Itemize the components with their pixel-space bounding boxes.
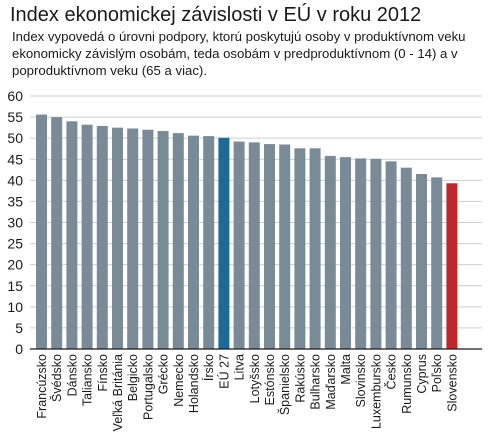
- x-tick-label: Belgicko: [126, 354, 140, 401]
- bar: [157, 131, 169, 349]
- y-tick-label: 35: [7, 193, 23, 209]
- y-tick-label: 10: [7, 299, 23, 315]
- x-tick-label: Francúzsko: [35, 354, 49, 419]
- y-tick-label: 60: [7, 88, 23, 104]
- bar: [370, 158, 382, 349]
- bars: [36, 114, 458, 350]
- bar: [294, 148, 306, 349]
- bar: [324, 155, 336, 349]
- bar: [96, 125, 108, 349]
- y-tick-label: 40: [7, 172, 23, 188]
- y-tick-label: 30: [7, 215, 23, 231]
- bar: [218, 137, 230, 349]
- bar: [309, 148, 321, 349]
- x-tick-label: Česko: [384, 354, 399, 389]
- bar: [172, 133, 184, 349]
- x-tick-label: Španielsko: [277, 354, 292, 415]
- x-tick-label: Švédsko: [49, 354, 64, 402]
- x-tick-label: Fínsko: [96, 354, 110, 392]
- x-tick-label: Veľká Británia: [111, 354, 125, 431]
- bar: [188, 135, 199, 349]
- x-tick-label: Rakúsko: [293, 354, 307, 403]
- bar: [36, 114, 47, 349]
- bar: [112, 127, 123, 350]
- x-tick-label: Lotyšsko: [248, 354, 262, 403]
- x-tick-label: Slovensko: [445, 354, 459, 412]
- x-tick-label: Cyprus: [415, 354, 429, 394]
- y-tick-label: 50: [7, 130, 23, 146]
- bar: [340, 157, 351, 349]
- bar: [400, 167, 412, 349]
- x-tick-label: Poľsko: [430, 354, 444, 392]
- bar: [142, 129, 154, 349]
- chart-title: Index ekonomickej závislosti v EÚ v roku…: [10, 4, 422, 26]
- x-tick-label: Maďarsko: [324, 354, 338, 410]
- bar: [81, 124, 93, 349]
- x-tick-label: Luxembursko: [369, 354, 383, 429]
- bar: [416, 174, 427, 349]
- x-tick-label: Írsko: [201, 354, 216, 381]
- y-tick-label: 5: [15, 320, 23, 336]
- x-tick-label: Bulharsko: [309, 354, 323, 410]
- x-tick-label: Litva: [233, 354, 247, 380]
- bar: [264, 144, 275, 349]
- bar: [385, 161, 397, 349]
- x-tick-label: Malta: [339, 354, 353, 385]
- chart-subtitle: Index vypovedá o úrovni podpory, ktorú p…: [12, 29, 466, 78]
- bar: [66, 121, 78, 349]
- bar: [431, 177, 443, 349]
- x-tick-label: Slovinsko: [354, 354, 368, 408]
- y-tick-label: 55: [7, 109, 23, 125]
- x-tick-label: Rumunsko: [400, 354, 414, 414]
- x-axis-labels: Francúzsko Švédsko Dánsko Taliansko Fínsko Ve…: [35, 354, 459, 431]
- bar: [248, 142, 260, 349]
- x-tick-label: EÚ 27: [216, 354, 231, 389]
- y-tick-label: 20: [7, 257, 23, 273]
- bar: [233, 141, 245, 349]
- x-tick-label: Portugalsko: [141, 354, 155, 420]
- x-tick-label: Holandsko: [187, 354, 201, 413]
- y-tick-label: 0: [15, 341, 23, 357]
- y-tick-label: 15: [7, 278, 23, 294]
- bar: [51, 117, 63, 349]
- x-tick-label: Nemecko: [172, 354, 186, 407]
- bar: [446, 183, 458, 349]
- x-tick-label: Grécko: [157, 354, 171, 394]
- y-axis-ticks: 0 5 10 15 20 25 30 35 40 45 50 55 60: [7, 88, 23, 357]
- bar: [355, 158, 367, 349]
- bar: [203, 136, 215, 349]
- x-tick-label: Taliansko: [81, 354, 95, 406]
- y-tick-label: 45: [7, 151, 23, 167]
- y-tick-label: 25: [7, 236, 23, 252]
- x-tick-label: Estónsko: [263, 354, 277, 405]
- bar: [279, 144, 291, 349]
- x-tick-label: Dánsko: [65, 354, 79, 396]
- bar: [127, 128, 139, 349]
